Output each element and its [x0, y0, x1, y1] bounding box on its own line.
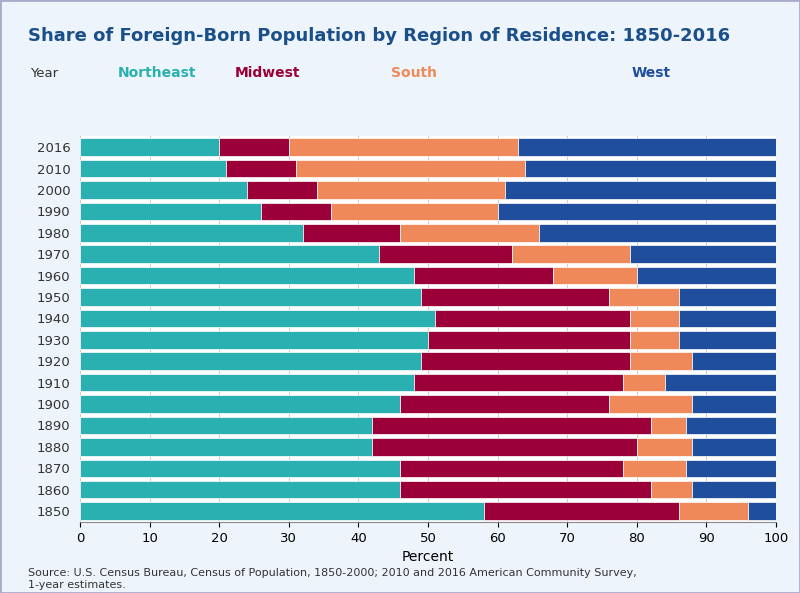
Text: Source: U.S. Census Bureau, Census of Population, 1850-2000; 2010 and 2016 Ameri: Source: U.S. Census Bureau, Census of Po…: [28, 569, 637, 590]
Bar: [400, 224, 539, 241]
Bar: [693, 352, 776, 370]
Bar: [421, 352, 630, 370]
Bar: [665, 374, 776, 391]
Text: West: West: [631, 66, 670, 80]
Bar: [400, 481, 650, 499]
Bar: [686, 460, 776, 477]
Bar: [505, 181, 776, 199]
Text: Year: Year: [30, 67, 58, 80]
Bar: [414, 374, 623, 391]
Bar: [80, 224, 302, 241]
Bar: [518, 138, 776, 156]
Bar: [302, 224, 400, 241]
Text: Northeast: Northeast: [118, 66, 196, 80]
Bar: [748, 502, 776, 520]
Bar: [80, 138, 219, 156]
Bar: [609, 288, 678, 306]
Bar: [630, 331, 678, 349]
Bar: [226, 160, 296, 177]
Bar: [498, 203, 776, 220]
Bar: [484, 502, 678, 520]
Bar: [554, 267, 637, 285]
Bar: [526, 160, 776, 177]
Bar: [80, 203, 261, 220]
Text: Midwest: Midwest: [235, 66, 301, 80]
Bar: [80, 502, 484, 520]
Bar: [261, 203, 330, 220]
Bar: [80, 288, 421, 306]
Bar: [623, 460, 686, 477]
Bar: [80, 246, 379, 263]
Bar: [637, 438, 693, 455]
Bar: [435, 310, 630, 327]
Bar: [609, 396, 693, 413]
Bar: [678, 502, 748, 520]
Bar: [693, 481, 776, 499]
Bar: [80, 331, 428, 349]
Text: South: South: [391, 66, 437, 80]
Bar: [372, 417, 650, 434]
Bar: [400, 396, 609, 413]
Bar: [511, 246, 630, 263]
Text: Share of Foreign-Born Population by Region of Residence: 1850-2016: Share of Foreign-Born Population by Regi…: [28, 27, 730, 44]
Bar: [247, 181, 317, 199]
Bar: [80, 160, 226, 177]
Bar: [686, 417, 776, 434]
Bar: [289, 138, 518, 156]
Bar: [650, 481, 693, 499]
Bar: [317, 181, 505, 199]
Bar: [219, 138, 289, 156]
Bar: [637, 267, 776, 285]
Bar: [80, 374, 414, 391]
Bar: [630, 352, 693, 370]
Bar: [80, 352, 421, 370]
Bar: [400, 460, 623, 477]
Bar: [80, 396, 400, 413]
Bar: [80, 438, 372, 455]
Bar: [630, 310, 678, 327]
Bar: [693, 396, 776, 413]
Bar: [372, 438, 637, 455]
Bar: [630, 246, 776, 263]
Bar: [650, 417, 686, 434]
Bar: [80, 460, 400, 477]
Bar: [428, 331, 630, 349]
Bar: [80, 267, 414, 285]
Bar: [80, 481, 400, 499]
Bar: [296, 160, 526, 177]
Bar: [693, 438, 776, 455]
Bar: [379, 246, 511, 263]
Bar: [80, 181, 247, 199]
Bar: [414, 267, 554, 285]
Bar: [623, 374, 665, 391]
Bar: [678, 310, 776, 327]
Bar: [330, 203, 498, 220]
Bar: [421, 288, 609, 306]
X-axis label: Percent: Percent: [402, 550, 454, 564]
Bar: [678, 288, 776, 306]
Bar: [80, 310, 435, 327]
Bar: [678, 331, 776, 349]
Bar: [80, 417, 372, 434]
Bar: [539, 224, 776, 241]
